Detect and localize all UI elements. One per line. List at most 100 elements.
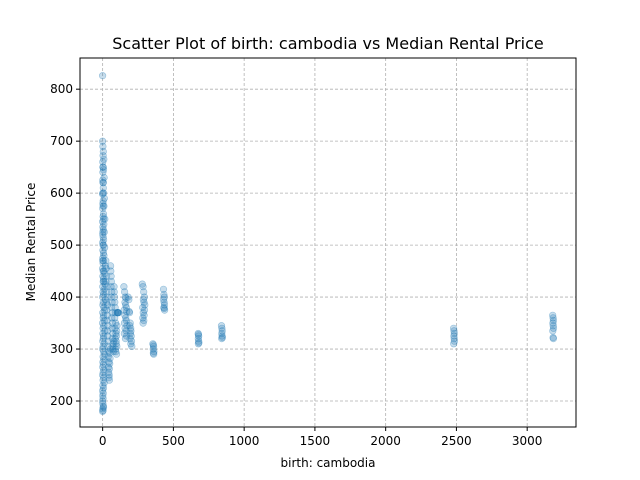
scatter-point [99,231,107,239]
scatter-point [98,72,107,80]
scatter-point [102,264,110,273]
scatter-point [100,228,108,236]
scatter-point [549,322,557,330]
x-tick-label: 3000 [512,434,543,448]
scatter-point [99,236,108,244]
scatter-point [101,215,109,223]
scatter-point [103,306,111,314]
scatter-point [194,335,202,343]
scatter-point [120,283,128,291]
scatter-point [99,166,108,174]
scatter-point [106,345,114,353]
data-points [98,72,558,416]
scatter-point [99,168,107,176]
scatter-point [549,311,557,319]
y-axis-label: Median Rental Price [24,183,38,302]
scatter-point [127,332,135,340]
scatter-point [126,335,134,343]
scatter-point [549,335,558,343]
scatter-point [218,334,226,342]
scatter-point [101,280,109,288]
scatter-point [127,324,135,332]
scatter-point [160,304,168,313]
scatter-point [99,361,107,369]
scatter-point [149,345,157,353]
scatter-point [140,288,148,296]
scatter-point [113,342,121,351]
scatter-point [99,152,107,160]
scatter-point [549,314,557,322]
scatter-point [125,309,134,317]
scatter-point [99,241,107,249]
scatter-point [112,319,120,327]
scatter-point [99,392,107,400]
scatter-point [99,179,107,187]
scatter-point [104,353,112,361]
scatter-point [98,293,107,301]
scatter-point [99,368,107,377]
x-tick-label: 1000 [229,434,260,448]
scatter-point [99,288,107,296]
x-tick-label: 500 [162,434,185,448]
y-tick-label: 300 [50,342,73,356]
scatter-point [149,341,157,349]
scatter-point [450,337,459,345]
scatter-point [100,322,108,330]
scatter-point [102,298,111,306]
scatter-point [99,290,108,299]
scatter-point [100,244,109,252]
scatter-point [99,324,107,332]
scatter-point [121,311,129,319]
scatter-point [110,337,118,345]
scatter-point [112,329,120,338]
scatter-point [99,358,107,366]
scatter-point [98,218,107,226]
scatter-point [107,277,115,286]
scatter-point [100,285,108,293]
scatter-point [114,309,123,317]
scatter-point [126,329,134,338]
scatter-point [99,210,108,218]
scatter-point [195,339,203,347]
y-tick-label: 400 [50,290,73,304]
scatter-point [110,293,119,301]
scatter-point [107,293,115,301]
scatter-point [108,309,116,317]
scatter-point [123,308,131,316]
scatter-point [111,309,119,317]
scatter-point [104,322,112,330]
scatter-point [105,371,113,379]
scatter-point [149,349,157,357]
scatter-point [125,308,133,316]
scatter-point [161,306,169,314]
scatter-point [98,345,107,353]
scatter-point [108,314,116,322]
scatter-point [103,301,112,309]
scatter-point [99,228,107,236]
scatter-point [105,365,113,373]
scatter-point [102,272,111,280]
scatter-point [100,267,108,275]
scatter-point [104,342,112,351]
scatter-point [99,314,107,322]
scatter-point [121,298,129,306]
scatter-point [450,332,458,340]
scatter-point [99,400,107,408]
scatter-point [127,340,135,348]
scatter-point [549,316,558,325]
scatter-point [109,340,117,348]
scatter-point [138,280,146,288]
scatter-point [98,137,107,145]
scatter-point [112,337,120,345]
scatter-point [159,285,168,293]
scatter-point [99,257,107,265]
scatter-point [99,163,107,171]
scatter-point [121,335,129,343]
scatter-point [100,303,108,312]
scatter-point [99,342,107,351]
scatter-point [99,189,108,197]
scatter-point [99,301,107,309]
scatter-point [99,353,107,361]
scatter-point [126,319,134,327]
scatter-point [126,322,134,330]
